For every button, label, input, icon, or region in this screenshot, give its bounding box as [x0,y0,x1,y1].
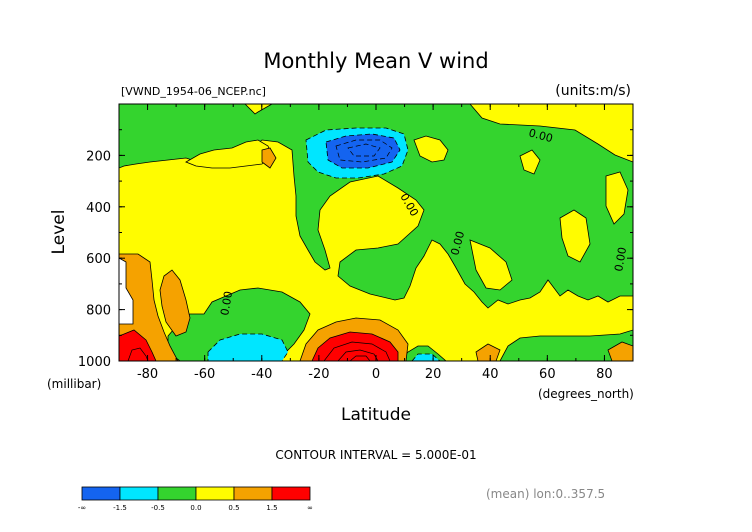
shade-blue-core [325,133,401,169]
units-label: (units:m/s) [555,83,631,99]
x-axis: -80 -60 -40 -20 0 20 40 60 80 [118,104,634,382]
chart-title: Monthly Mean V wind [263,49,488,73]
colorbar-swatch [271,486,311,501]
y-axis-unit: (millibar) [47,377,101,391]
file-label: [VWND_1954-06_NCEP.nc] [121,85,266,98]
y-tick-label: 600 [86,252,111,267]
x-tick-label: -60 [194,367,215,382]
x-axis-unit: (degrees_north) [538,387,634,401]
colorbar-swatch [119,486,159,501]
x-tick-label: 60 [539,367,556,382]
x-tick-label: -20 [308,367,329,382]
y-tick-label: 400 [86,201,111,216]
red-core-contours [127,341,391,361]
x-tick-label: 40 [482,367,499,382]
colorbar-label: ∞ [307,504,313,512]
contour-label: 0.00 [527,126,554,145]
contour-label: 0.00 [218,290,235,316]
x-tick-label: 20 [425,367,442,382]
colorbar-label: -∞ [78,504,86,512]
shade-red-regions [119,329,399,361]
missing-data-gap [119,257,134,325]
x-tick-label: -80 [137,367,158,382]
x-axis-title: Latitude [341,405,411,425]
x-tick-label: 80 [596,367,613,382]
colorbar-swatch [157,486,197,501]
colorbar-swatch [233,486,273,501]
y-tick-label: 800 [86,304,111,319]
contour-label: 0.00 [448,230,467,257]
colorbar-swatch [195,486,235,501]
shade-yellow-islands [185,135,629,291]
y-tick-label: 1000 [78,355,111,370]
colorbar-label: -1.5 [113,504,127,512]
colorbar-label: -0.5 [151,504,165,512]
colorbar-label: 0.5 [228,504,239,512]
y-tick-label: 200 [86,149,111,164]
contour-interval-text: CONTOUR INTERVAL = 5.000E-01 [275,448,476,462]
colorbar-swatch [81,486,121,501]
footnote-mean-lon: (mean) lon:0..357.5 [486,487,605,501]
colorbar-label: 0.0 [190,504,201,512]
x-tick-label: 0 [372,367,380,382]
contour-label: 0.00 [612,246,629,272]
contour-plot-area [119,104,633,361]
y-axis-title: Level [49,210,69,255]
colorbar-label: 1.5 [266,504,277,512]
x-tick-label: -40 [251,367,272,382]
y-axis: 200 400 600 800 1000 [78,129,633,370]
colorbar: -∞ -1.5 -0.5 0.0 0.5 1.5 ∞ [78,486,313,512]
blue-core-contours [335,139,393,163]
